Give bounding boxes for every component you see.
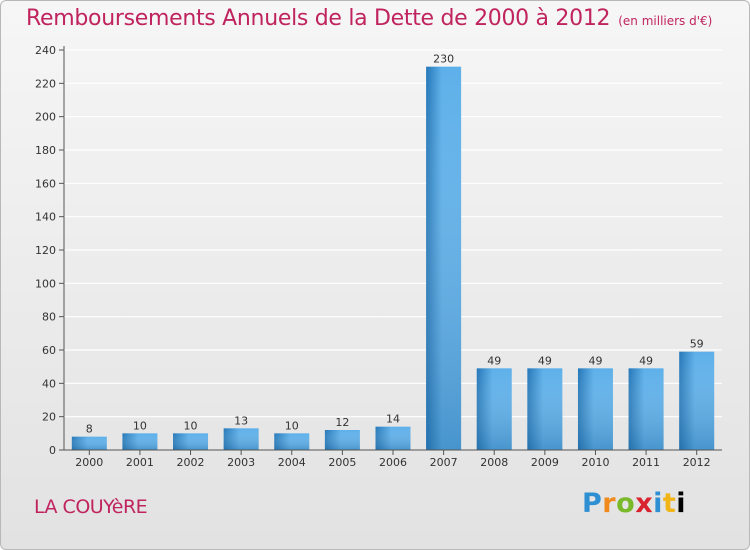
bar-shade (173, 433, 209, 450)
bar-shade (527, 368, 563, 450)
bar-shade (274, 433, 310, 450)
y-tick-label: 180 (35, 144, 56, 157)
bar-value-label: 14 (386, 413, 400, 426)
x-tick-label: 2011 (632, 456, 660, 469)
bar-shade (628, 368, 664, 450)
bar-shade (122, 433, 158, 450)
x-tick-label: 2006 (379, 456, 407, 469)
y-tick-label: 220 (35, 77, 56, 90)
bar-shade (71, 436, 107, 450)
logo-letter: x (635, 488, 654, 519)
bar-shade (375, 426, 411, 450)
bar-value-label: 13 (234, 414, 248, 427)
bar-value-label: 49 (538, 354, 552, 367)
x-tick-label: 2008 (480, 456, 508, 469)
logo-letter: i (653, 488, 663, 519)
y-tick-label: 40 (42, 377, 56, 390)
y-tick-label: 100 (35, 277, 56, 290)
bar-value-label: 10 (133, 419, 147, 432)
x-tick-label: 2002 (177, 456, 205, 469)
y-tick-label: 20 (42, 411, 56, 424)
logo-letter: t (662, 488, 677, 519)
axis-layer: 0 20 40 60 80 100 120 140 160 180 200 220 240 2000 200… (35, 44, 722, 469)
bar-shade (324, 430, 360, 450)
x-tick-label: 2005 (328, 456, 356, 469)
y-tick-label: 140 (35, 211, 56, 224)
commune-name: LA COUYèRE (34, 496, 148, 518)
bar-value-label: 10 (285, 419, 299, 432)
x-tick-label: 2003 (227, 456, 255, 469)
bar-value-label: 49 (639, 354, 653, 367)
chart-title: Remboursements Annuels de la Dette de 20… (26, 6, 712, 31)
bar-value-label: 49 (487, 354, 501, 367)
y-tick-label: 120 (35, 244, 56, 257)
x-tick-label: 2004 (278, 456, 306, 469)
bar-value-label: 230 (433, 53, 454, 66)
x-tick-label: 2007 (430, 456, 458, 469)
bar-value-label: 49 (588, 354, 602, 367)
chart-title-text: Remboursements Annuels de la Dette de 20… (26, 6, 611, 31)
bar-shade (426, 66, 462, 451)
bars-layer: 8 10 10 13 10 12 14 230 49 49 49 49 59 (71, 53, 715, 451)
bar-value-label: 8 (86, 423, 93, 436)
bar-shade (476, 368, 512, 450)
bar-value-label: 12 (335, 416, 349, 429)
y-tick-label: 0 (49, 444, 56, 457)
y-tick-label: 160 (35, 177, 56, 190)
x-tick-label: 2012 (683, 456, 711, 469)
x-tick-label: 2000 (75, 456, 103, 469)
y-tick-label: 80 (42, 311, 56, 324)
bar-shade (577, 368, 613, 450)
logo-letter: r (602, 488, 617, 519)
logo-letter: i (676, 488, 687, 519)
proxiti-logo: Proxiti (582, 488, 686, 519)
x-tick-label: 2001 (126, 456, 154, 469)
bar-value-label: 10 (184, 419, 198, 432)
logo-letter: P (582, 488, 603, 519)
y-tick-label: 60 (42, 344, 56, 357)
x-tick-label: 2010 (581, 456, 609, 469)
logo-letter: o (616, 488, 636, 519)
bar-shade (223, 428, 259, 450)
grid-layer (64, 49, 722, 418)
x-tick-label: 2009 (531, 456, 559, 469)
y-tick-label: 200 (35, 111, 56, 124)
y-tick-label: 240 (35, 44, 56, 57)
bar-value-label: 59 (690, 338, 704, 351)
bar-shade (679, 351, 715, 450)
chart-unit: (en milliers d'€) (618, 14, 713, 28)
